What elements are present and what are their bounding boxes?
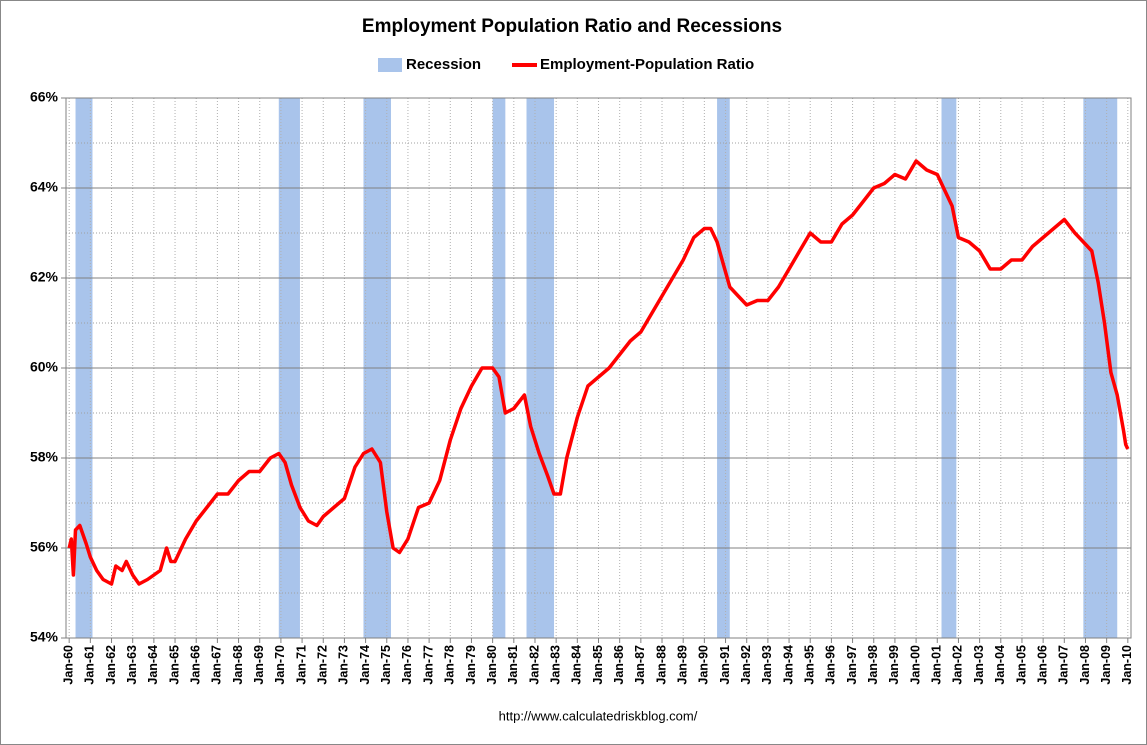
x-tick-label: Jan-63 (125, 645, 139, 685)
x-tick-label: Jan-10 (1120, 645, 1134, 685)
x-tick-label: Jan-90 (697, 645, 711, 685)
x-tick-label: Jan-79 (464, 645, 478, 685)
x-tick-label: Jan-73 (337, 645, 351, 685)
x-tick-label: Jan-92 (739, 645, 753, 685)
x-tick-label: Jan-65 (167, 645, 181, 685)
source: http://www.calculatedriskblog.com/ (499, 708, 698, 723)
x-tick-label: Jan-04 (993, 645, 1007, 685)
x-tick-label: Jan-94 (781, 645, 795, 685)
x-tick-label: Jan-00 (908, 645, 922, 685)
y-tick-label: 60% (30, 359, 59, 375)
x-tick-label: Jan-89 (675, 645, 689, 685)
legend-swatch (378, 58, 402, 72)
x-tick-label: Jan-02 (951, 645, 965, 685)
data-line (67, 159, 1130, 586)
y-tick-label: 62% (30, 269, 59, 285)
y-tick-label: 64% (30, 179, 59, 195)
x-tick-label: Jan-82 (527, 645, 541, 685)
x-tick-label: Jan-83 (548, 645, 562, 685)
x-tick-label: Jan-62 (104, 645, 118, 685)
x-tick-label: Jan-84 (570, 645, 584, 685)
x-tick-label: Jan-91 (718, 645, 732, 685)
x-tick-label: Jan-98 (866, 645, 880, 685)
y-tick-label: 58% (30, 449, 59, 465)
x-tick-label: Jan-93 (760, 645, 774, 685)
x-tick-label: Jan-86 (612, 645, 626, 685)
x-tick-label: Jan-87 (633, 645, 647, 685)
y-tick-label: 54% (30, 629, 59, 645)
x-tick-label: Jan-99 (887, 645, 901, 685)
x-tick-label: Jan-88 (654, 645, 668, 685)
x-tick-label: Jan-70 (273, 645, 287, 685)
x-tick-label: Jan-60 (61, 645, 75, 685)
x-tick-label: Jan-07 (1057, 645, 1071, 685)
x-tick-label: Jan-97 (845, 645, 859, 685)
x-tick-label: Jan-77 (421, 645, 435, 685)
x-tick-label: Jan-71 (294, 645, 308, 685)
x-tick-label: Jan-96 (824, 645, 838, 685)
x-tick-label: Jan-69 (252, 645, 266, 685)
x-tick-label: Jan-75 (379, 645, 393, 685)
legend-label: Recession (406, 56, 481, 73)
x-tick-label: Jan-95 (803, 645, 817, 685)
x-tick-label: Jan-06 (1035, 645, 1049, 685)
x-tick-label: Jan-01 (930, 645, 944, 685)
x-tick-label: Jan-67 (210, 645, 224, 685)
x-tick-label: Jan-61 (83, 645, 97, 685)
x-tick-label: Jan-68 (231, 645, 245, 685)
y-tick-label: 56% (30, 539, 59, 555)
x-tick-label: Jan-72 (316, 645, 330, 685)
legend-label: Employment-Population Ratio (540, 56, 754, 73)
chart-title: Employment Population Ratio and Recessio… (362, 16, 782, 37)
x-tick-label: Jan-66 (189, 645, 203, 685)
x-tick-label: Jan-03 (972, 645, 986, 685)
x-tick-label: Jan-76 (400, 645, 414, 685)
x-tick-label: Jan-08 (1078, 645, 1092, 685)
x-tick-label: Jan-05 (1014, 645, 1028, 685)
x-tick-label: Jan-81 (506, 645, 520, 685)
x-tick-label: Jan-64 (146, 645, 160, 685)
x-tick-label: Jan-09 (1099, 645, 1113, 685)
y-tick-label: 66% (30, 89, 59, 105)
x-tick-label: Jan-80 (485, 645, 499, 685)
x-tick-label: Jan-74 (358, 645, 372, 685)
x-tick-label: Jan-85 (591, 645, 605, 685)
x-tick-label: Jan-78 (443, 645, 457, 685)
